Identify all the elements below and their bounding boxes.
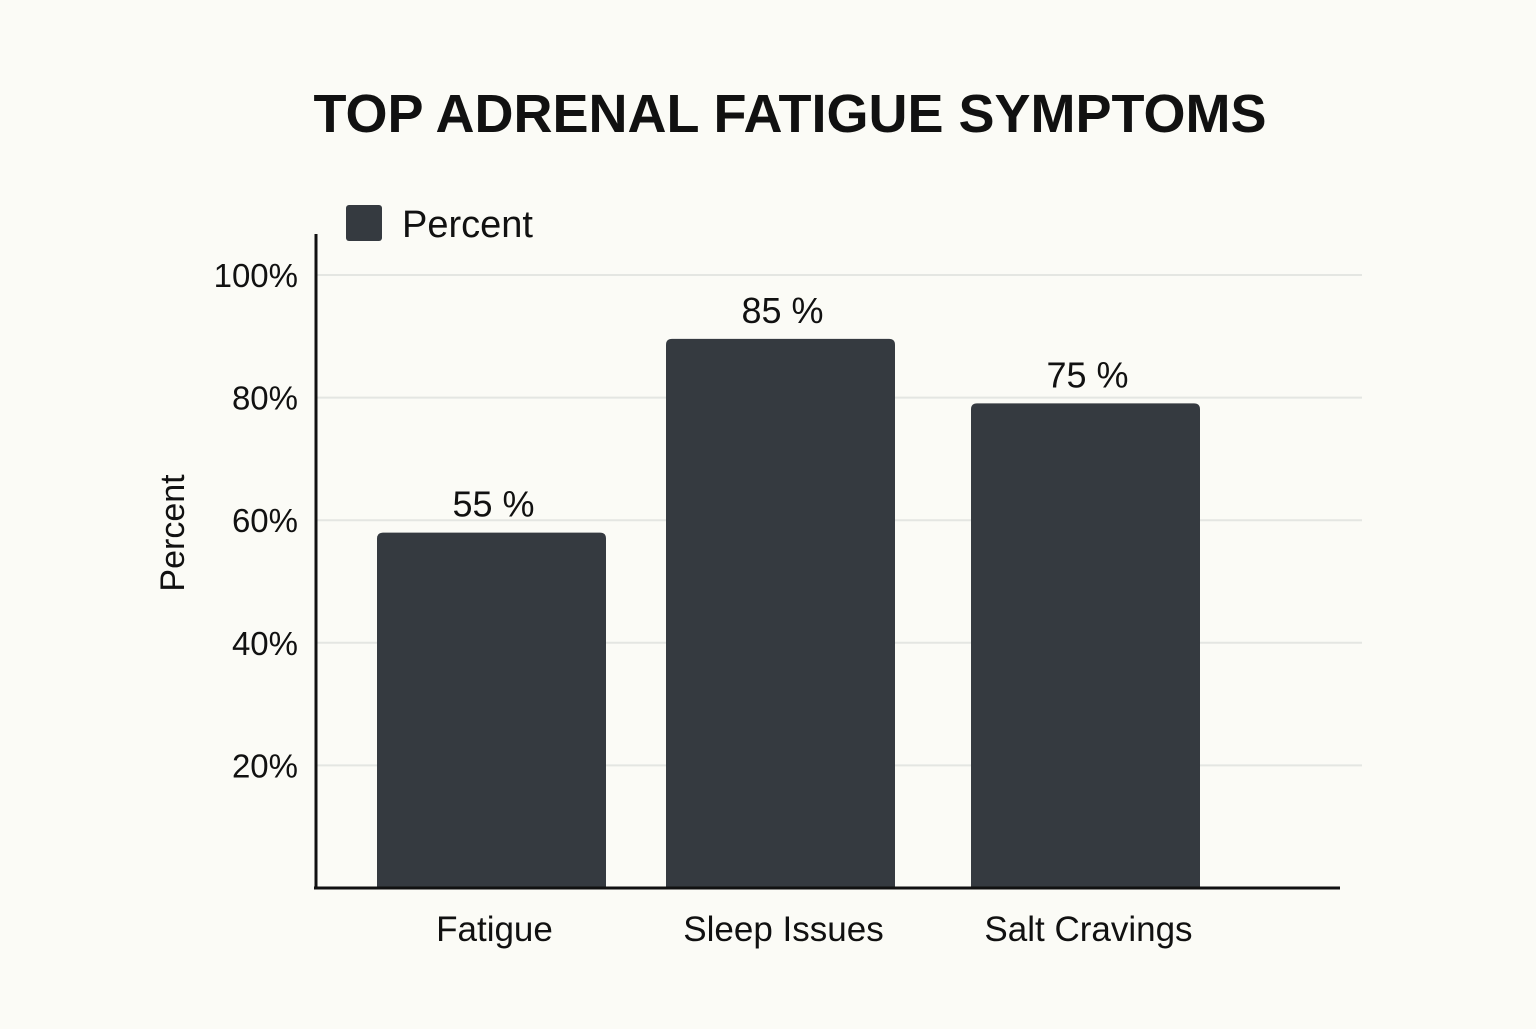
legend: Percent [346, 204, 533, 246]
y-tick-label: 40% [232, 625, 298, 662]
x-tick-label: Sleep Issues [683, 910, 883, 949]
value-label: 75 % [1046, 354, 1128, 395]
x-tick-label: Fatigue [436, 910, 553, 949]
bar-fatigue [377, 532, 606, 888]
y-tick-label: 80% [232, 380, 298, 417]
legend-label: Percent [402, 204, 533, 246]
x-axis-ticks: Fatigue Sleep Issues Salt Cravings [436, 910, 1192, 949]
bars [377, 338, 1200, 888]
bar-sleep-issues [666, 338, 895, 888]
bar-salt-cravings [971, 403, 1200, 888]
y-axis-label: Percent [154, 474, 192, 592]
y-tick-label: 100% [214, 257, 298, 294]
value-label: 85 % [741, 290, 823, 331]
value-labels: 55 % 85 % 75 % [452, 290, 1128, 525]
legend-swatch [346, 205, 382, 241]
y-axis-ticks: 20% 40% 60% 80% 100% [214, 257, 298, 784]
y-tick-label: 20% [232, 747, 298, 784]
x-tick-label: Salt Cravings [984, 910, 1192, 949]
chart-title: TOP ADRENAL FATIGUE SYMPTOMS [313, 84, 1266, 144]
value-label: 55 % [452, 484, 534, 525]
y-tick-label: 60% [232, 502, 298, 539]
